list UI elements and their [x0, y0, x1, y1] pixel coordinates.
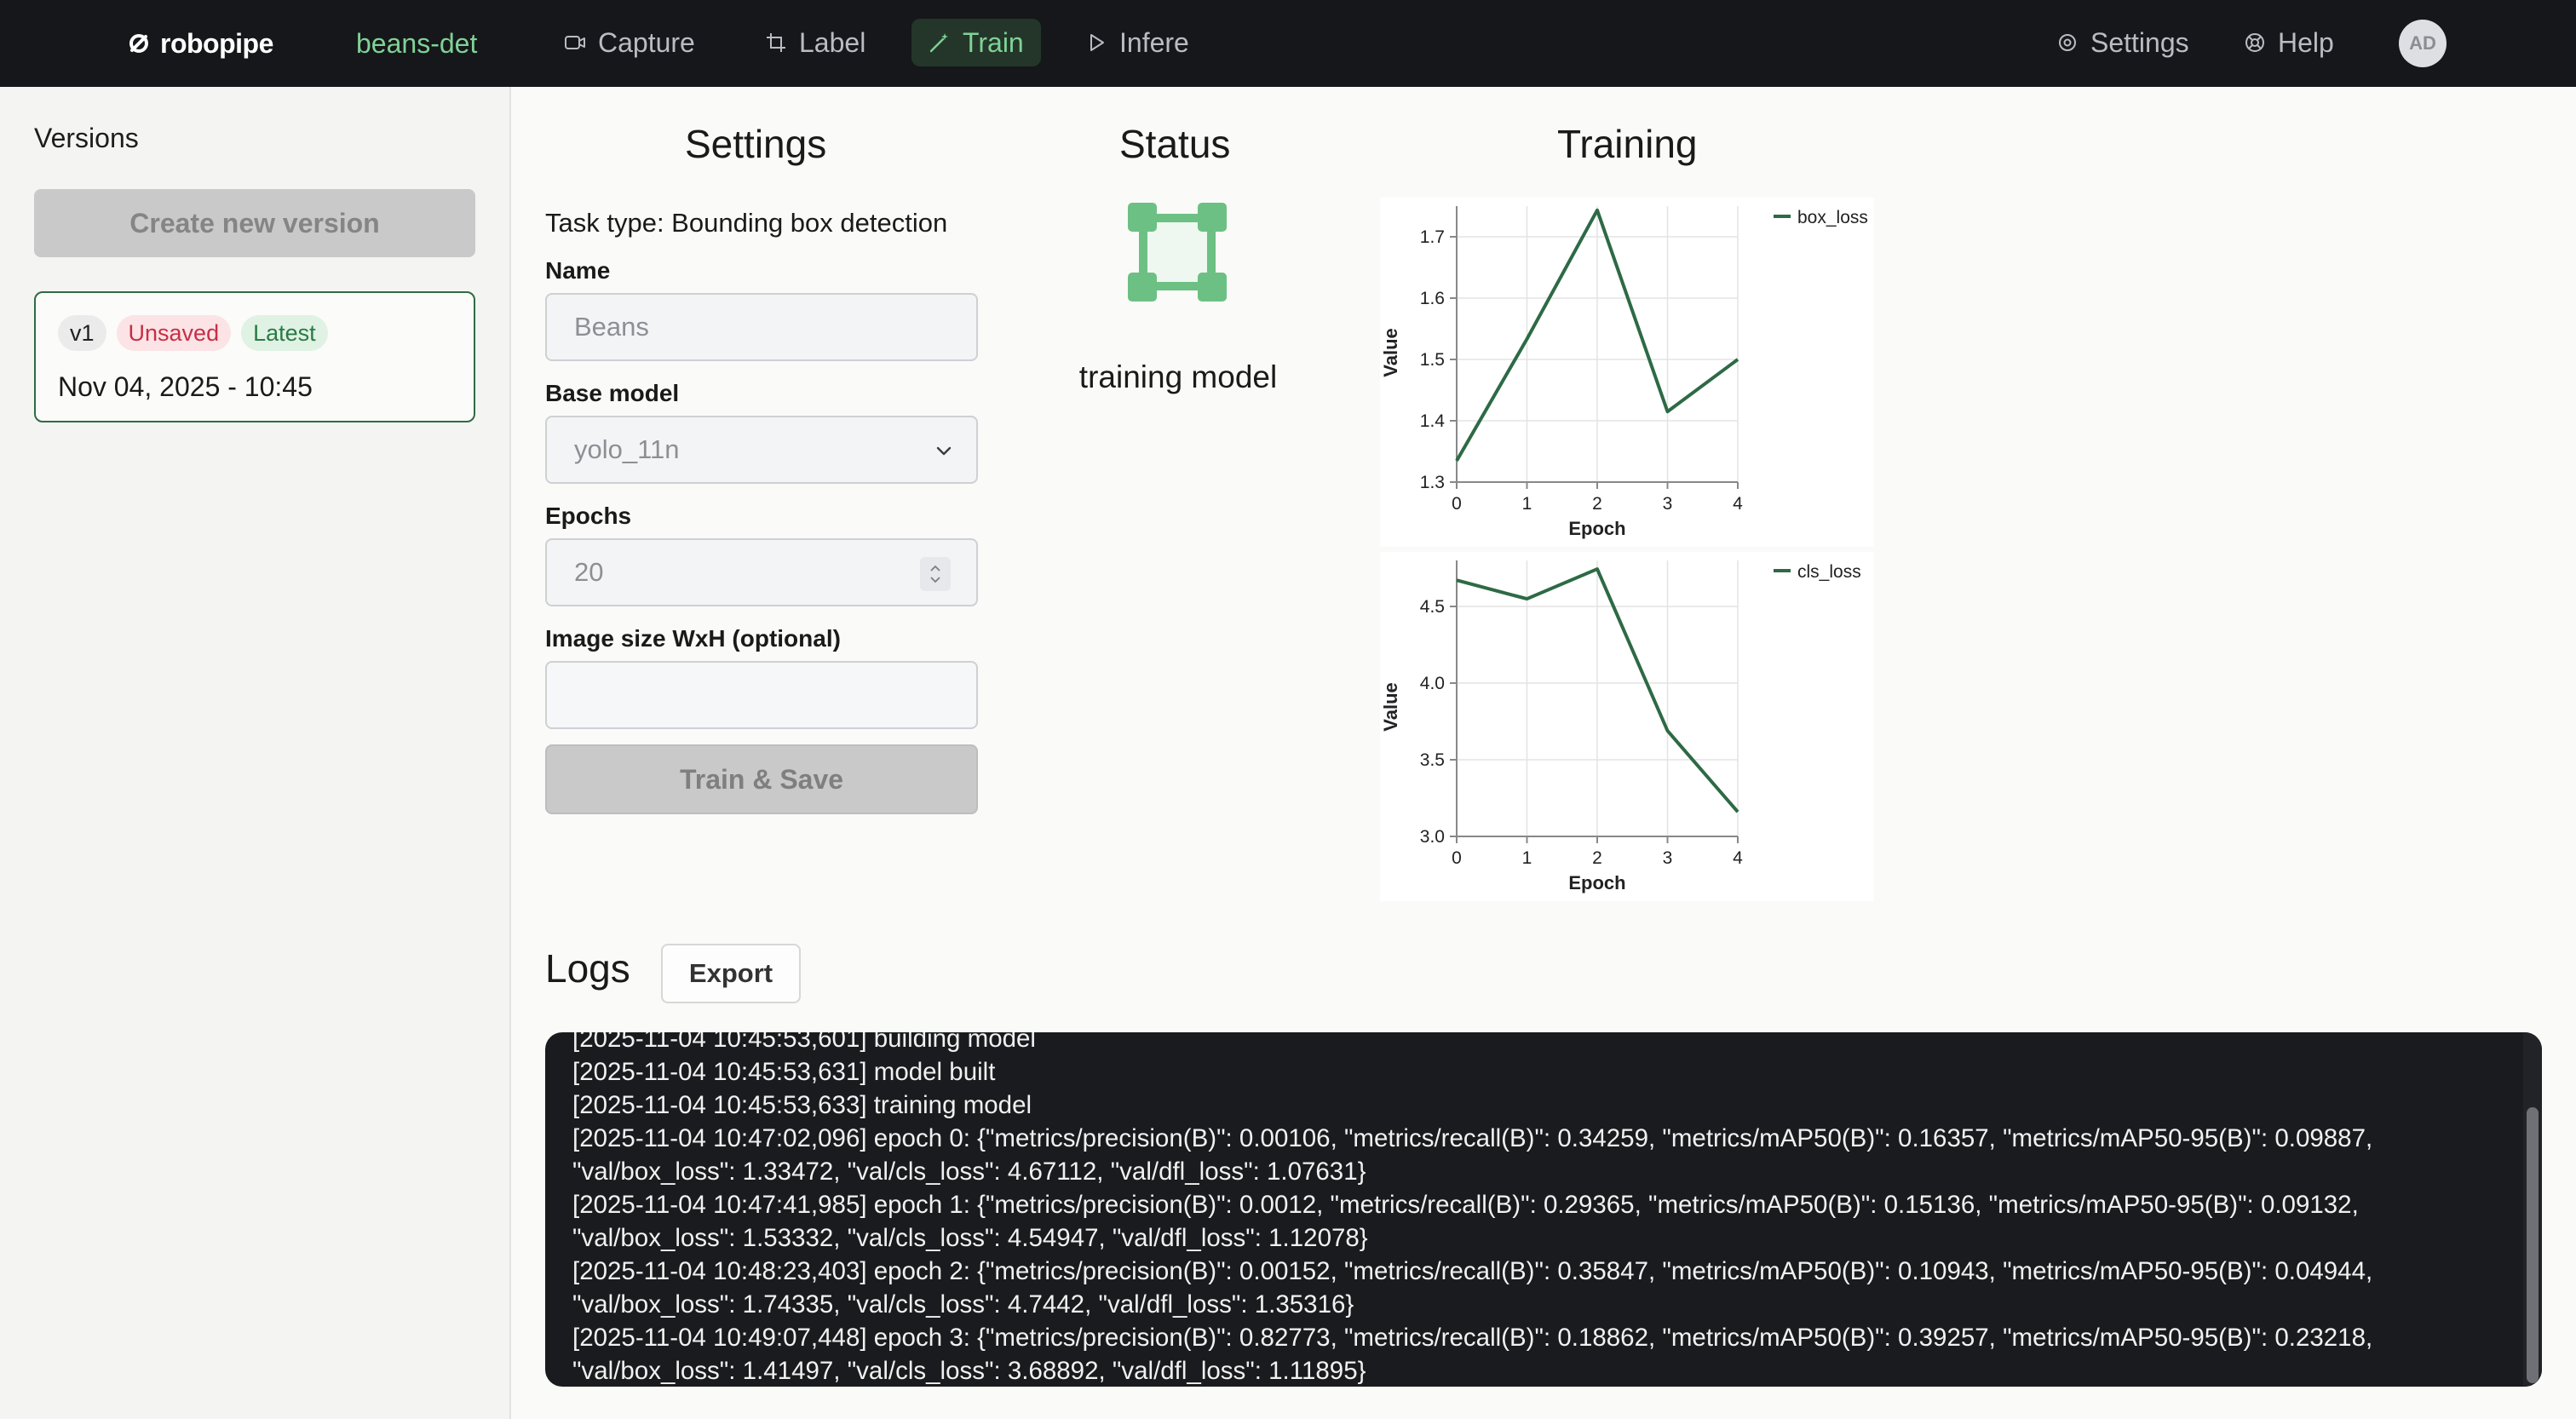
y-axis-label: Value [1380, 682, 1401, 731]
x-tick-label: 1 [1522, 494, 1532, 514]
help-icon [2245, 33, 2264, 52]
y-tick-label: 3.0 [1420, 827, 1445, 847]
version-date: Nov 04, 2025 - 10:45 [58, 371, 313, 402]
x-tick-label: 1 [1522, 848, 1532, 868]
y-tick-label: 1.7 [1420, 227, 1445, 247]
series-line-cls_loss [1456, 567, 1739, 813]
x-tick-label: 3 [1663, 494, 1673, 514]
name-value: Beans [574, 312, 649, 342]
image-size-field[interactable] [545, 661, 978, 729]
export-button[interactable]: Export [661, 944, 801, 1003]
legend-label: cls_loss [1797, 562, 1861, 582]
task-type: Task type: Bounding box detection [545, 208, 948, 238]
train-save-button[interactable]: Train & Save [545, 744, 978, 814]
x-tick-label: 0 [1452, 848, 1462, 868]
project-name[interactable]: beans-det [356, 27, 478, 59]
box-loss-chart: 0 1 2 3 4 1.3 1.4 1.5 1.6 1.7 Epoch Value box_loss [1380, 198, 1874, 547]
y-tick-label: 1.6 [1420, 289, 1445, 308]
epochs-stepper[interactable]: 20 [545, 538, 978, 606]
y-tick-label: 1.5 [1420, 350, 1445, 370]
log-console[interactable]: [2025-11-04 10:45:53,601] building model… [545, 1032, 2542, 1387]
tab-label: Label [799, 26, 866, 58]
training-heading: Training [1557, 122, 1698, 166]
x-tick-label: 2 [1592, 848, 1602, 868]
chevron-down-icon [930, 577, 940, 583]
version-badges: v1 Unsaved Latest [58, 315, 328, 351]
name-field[interactable]: Beans [545, 293, 978, 361]
latest-badge: Latest [241, 315, 328, 351]
log-line: [2025-11-04 10:49:07,448] epoch 3: {"met… [572, 1324, 2380, 1385]
settings-link[interactable]: Settings [2039, 19, 2206, 66]
x-tick-label: 2 [1592, 494, 1602, 514]
y-tick-label: 1.3 [1420, 473, 1445, 492]
y-axis-label: Value [1380, 328, 1401, 376]
log-line: [2025-11-04 10:45:53,633] training model [572, 1091, 1032, 1119]
log-line: [2025-11-04 10:45:53,631] model built [572, 1058, 996, 1086]
series-line-box_loss [1455, 208, 1739, 462]
tab-label: Train [963, 26, 1024, 58]
log-line: [2025-11-04 10:47:02,096] epoch 0: {"met… [572, 1124, 2380, 1186]
scrollbar[interactable] [2523, 1032, 2542, 1387]
top-bar: robopipe beans-det Capture Label Train I… [0, 0, 2576, 87]
settings-heading: Settings [685, 122, 827, 166]
base-model-select[interactable]: yolo_11n [545, 416, 978, 484]
log-line: [2025-11-04 10:47:41,985] epoch 1: {"met… [572, 1191, 2366, 1252]
box-loss-chart-svg: 0 1 2 3 4 1.3 1.4 1.5 1.6 1.7 Epoch Value box_loss [1380, 206, 1868, 539]
help-label: Help [2278, 26, 2334, 58]
y-tick-label: 3.5 [1420, 750, 1445, 770]
x-tick-label: 0 [1452, 494, 1462, 514]
epochs-label: Epochs [545, 503, 632, 529]
x-axis-label: Epoch [1568, 518, 1625, 539]
tab-infere[interactable]: Infere [1068, 19, 1206, 66]
unsaved-badge: Unsaved [116, 315, 232, 351]
scrollbar-thumb[interactable] [2527, 1107, 2539, 1383]
status-heading: Status [1119, 122, 1231, 166]
y-tick-label: 4.0 [1420, 674, 1445, 693]
tab-train[interactable]: Train [911, 19, 1041, 66]
x-axis-label: Epoch [1568, 872, 1625, 893]
x-tick-label: 4 [1733, 848, 1743, 868]
x-tick-label: 3 [1663, 848, 1673, 868]
image-size-label: Image size WxH (optional) [545, 625, 841, 652]
legend-label: box_loss [1797, 208, 1868, 227]
chevron-down-icon [936, 446, 952, 456]
x-tick-label: 4 [1733, 494, 1743, 514]
cls-loss-chart: 0 1 2 3 4 3.0 3.5 4.0 4.5 Epoch Value cls_loss [1380, 552, 1874, 901]
tab-capture[interactable]: Capture [547, 19, 712, 66]
tab-label: Infere [1119, 26, 1189, 58]
epochs-value: 20 [574, 557, 604, 587]
create-version-button[interactable]: Create new version [34, 189, 475, 257]
name-label: Name [545, 257, 611, 284]
base-model-value: yolo_11n [574, 434, 680, 464]
camera-icon [565, 36, 585, 49]
avatar[interactable]: AD [2399, 20, 2447, 67]
robopipe-logo-icon [129, 34, 148, 53]
tab-label: Capture [598, 26, 695, 58]
stepper-arrows[interactable] [920, 557, 951, 591]
help-link[interactable]: Help [2227, 19, 2351, 66]
tab-label-tool[interactable]: Label [748, 19, 883, 66]
y-tick-label: 4.5 [1420, 597, 1445, 617]
version-tag: v1 [58, 315, 106, 351]
play-icon [1090, 34, 1104, 51]
gear-icon [2059, 34, 2076, 51]
chevron-up-icon [930, 565, 940, 572]
settings-label: Settings [2090, 26, 2189, 58]
logs-title: Logs [545, 946, 630, 991]
brand-logo[interactable]: robopipe [126, 0, 273, 87]
sidebar-title: Versions [34, 123, 139, 153]
log-line: [2025-11-04 10:48:23,403] epoch 2: {"met… [572, 1257, 2380, 1318]
crop-icon [767, 33, 785, 52]
base-model-label: Base model [545, 380, 680, 406]
bounding-box-icon [1128, 203, 1227, 302]
log-line: [2025-11-04 10:45:53,601] building model [572, 1032, 1036, 1053]
version-card[interactable]: v1 Unsaved Latest Nov 04, 2025 - 10:45 [34, 291, 475, 422]
brand-name: robopipe [160, 27, 273, 59]
status-text: training model [1078, 359, 1278, 394]
y-tick-label: 1.4 [1420, 411, 1446, 431]
wand-icon [929, 33, 948, 53]
cls-loss-chart-svg: 0 1 2 3 4 3.0 3.5 4.0 4.5 Epoch Value cls_loss [1380, 560, 1861, 893]
log-lines: [2025-11-04 10:45:53,601] building model… [572, 1032, 2506, 1387]
versions-sidebar: Versions Create new version v1 Unsaved L… [0, 87, 511, 1419]
